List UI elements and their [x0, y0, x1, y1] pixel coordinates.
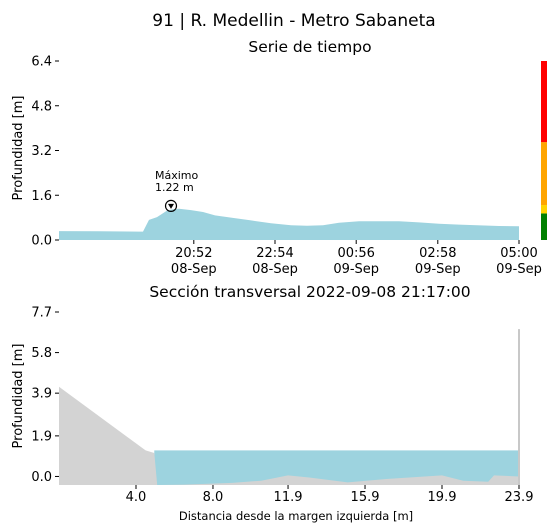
max-annotation: Máximo 1.22 m — [155, 169, 199, 212]
alert-band-1 — [541, 205, 547, 213]
time-series-y-tick-label: 4.8 — [31, 99, 52, 114]
time-series-x-tick-time: 05:00 — [500, 246, 537, 261]
time-series-x-tick-time: 02:58 — [419, 246, 456, 261]
cross-section-xlabel: Distancia desde la margen izquierda [m] — [179, 509, 413, 523]
time-series-area — [59, 209, 519, 240]
time-series-ylabel: Profundidad [m] — [11, 96, 26, 201]
alert-band-2 — [541, 142, 547, 205]
cross-section-x-tick-label: 23.9 — [505, 490, 534, 505]
cross-section-y-tick-label: 0.0 — [31, 470, 52, 485]
cross-section-y-tick-label: 5.8 — [31, 346, 52, 361]
time-series-x-ticks: 20:5208-Sep22:5408-Sep00:5609-Sep02:5809… — [171, 240, 542, 277]
time-series-y-tick-label: 0.0 — [31, 234, 52, 249]
cross-section-chart: Sección transversal 2022-09-08 21:17:00 … — [11, 283, 533, 523]
time-series-chart: Serie de tiempo Profundidad [m] 0.0 1.6 3.… — [11, 38, 547, 277]
cross-section-x-tick-label: 15.9 — [351, 490, 380, 505]
page-title: 91 | R. Medellin - Metro Sabaneta — [152, 11, 435, 31]
cross-section-y-tick-label: 3.9 — [31, 387, 52, 402]
time-series-x-tick-date: 09-Sep — [415, 262, 461, 277]
time-series-y-tick-label: 1.6 — [31, 189, 52, 204]
cross-section-ylabel: Profundidad [m] — [11, 344, 26, 449]
time-series-y-tick-label: 3.2 — [31, 144, 52, 159]
time-series-x-tick-time: 00:56 — [337, 246, 374, 261]
time-series-y-ticks: 0.0 1.6 3.2 4.8 6.4 — [31, 55, 59, 249]
cross-section-y-tick-label: 1.9 — [31, 429, 52, 444]
time-series-x-tick-date: 08-Sep — [252, 262, 298, 277]
max-annotation-value: 1.22 m — [155, 181, 194, 194]
cross-section-x-tick-label: 11.9 — [274, 490, 303, 505]
time-series-y-tick-label: 6.4 — [31, 55, 52, 70]
cross-section-x-tick-label: 8.0 — [203, 490, 224, 505]
max-marker-triangle — [168, 204, 174, 209]
cross-section-y-tick-label: 7.7 — [31, 306, 52, 321]
cross-section-y-ticks: 0.0 1.9 3.9 5.8 7.7 — [31, 306, 59, 485]
time-series-x-tick-date: 09-Sep — [496, 262, 542, 277]
alert-color-scale — [541, 61, 547, 240]
time-series-fill-0 — [59, 209, 519, 240]
cross-section-plot — [59, 329, 519, 485]
time-series-x-tick-date: 08-Sep — [171, 262, 217, 277]
cross-section-x-tick-label: 4.0 — [126, 490, 147, 505]
alert-band-0 — [541, 213, 547, 240]
water-area — [154, 450, 519, 485]
time-series-title: Serie de tiempo — [248, 38, 371, 56]
cross-section-x-ticks: 4.0 8.0 11.9 15.9 19.9 23.9 — [126, 485, 534, 505]
cross-section-x-tick-label: 19.9 — [428, 490, 457, 505]
time-series-x-tick-date: 09-Sep — [333, 262, 379, 277]
time-series-x-tick-time: 20:52 — [175, 246, 212, 261]
cross-section-title: Sección transversal 2022-09-08 21:17:00 — [149, 283, 470, 301]
time-series-x-tick-time: 22:54 — [256, 246, 293, 261]
alert-band-3 — [541, 61, 547, 142]
